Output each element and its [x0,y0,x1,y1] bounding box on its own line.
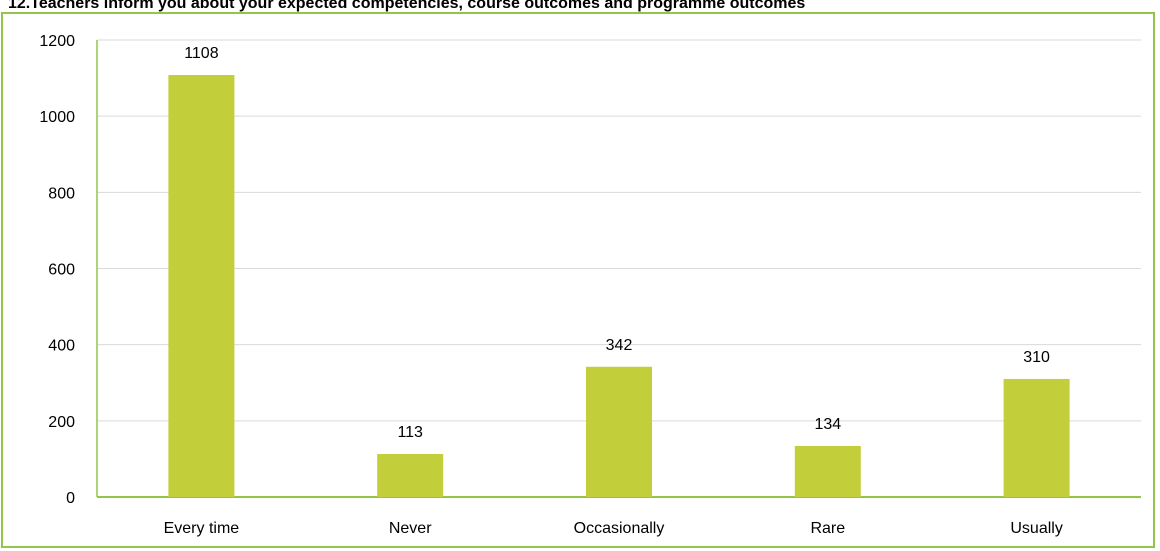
data-label: 1108 [184,45,219,62]
bar [1003,378,1070,497]
x-tick-label: Every time [164,520,240,537]
chart-title: 12.Teachers inform you about your expect… [8,0,806,12]
y-tick-label: 400 [48,338,75,355]
y-tick-label: 0 [66,490,75,507]
y-tick-label: 1000 [39,109,75,126]
data-label: 113 [397,424,423,441]
bar [586,366,652,497]
bar [794,445,861,497]
data-label: 310 [1023,349,1050,366]
x-tick-label: Occasionally [574,520,665,537]
y-tick-label: 800 [48,185,75,202]
bar [377,453,444,497]
x-tick-label: Usually [1010,520,1062,537]
bars [168,75,1070,497]
x-tick-label: Never [389,520,432,537]
y-tick-label: 200 [48,414,75,431]
data-label: 342 [606,337,633,354]
y-tick-label: 1200 [39,33,75,50]
x-tick-label: Rare [810,520,845,537]
data-label: 134 [814,416,841,433]
gridlines [97,39,1141,422]
y-tick-label: 600 [48,262,75,279]
labels: 0 200 400 600 800 1000 1200 1108 Every time 113 Ne… [39,33,1062,537]
bar [168,75,235,497]
